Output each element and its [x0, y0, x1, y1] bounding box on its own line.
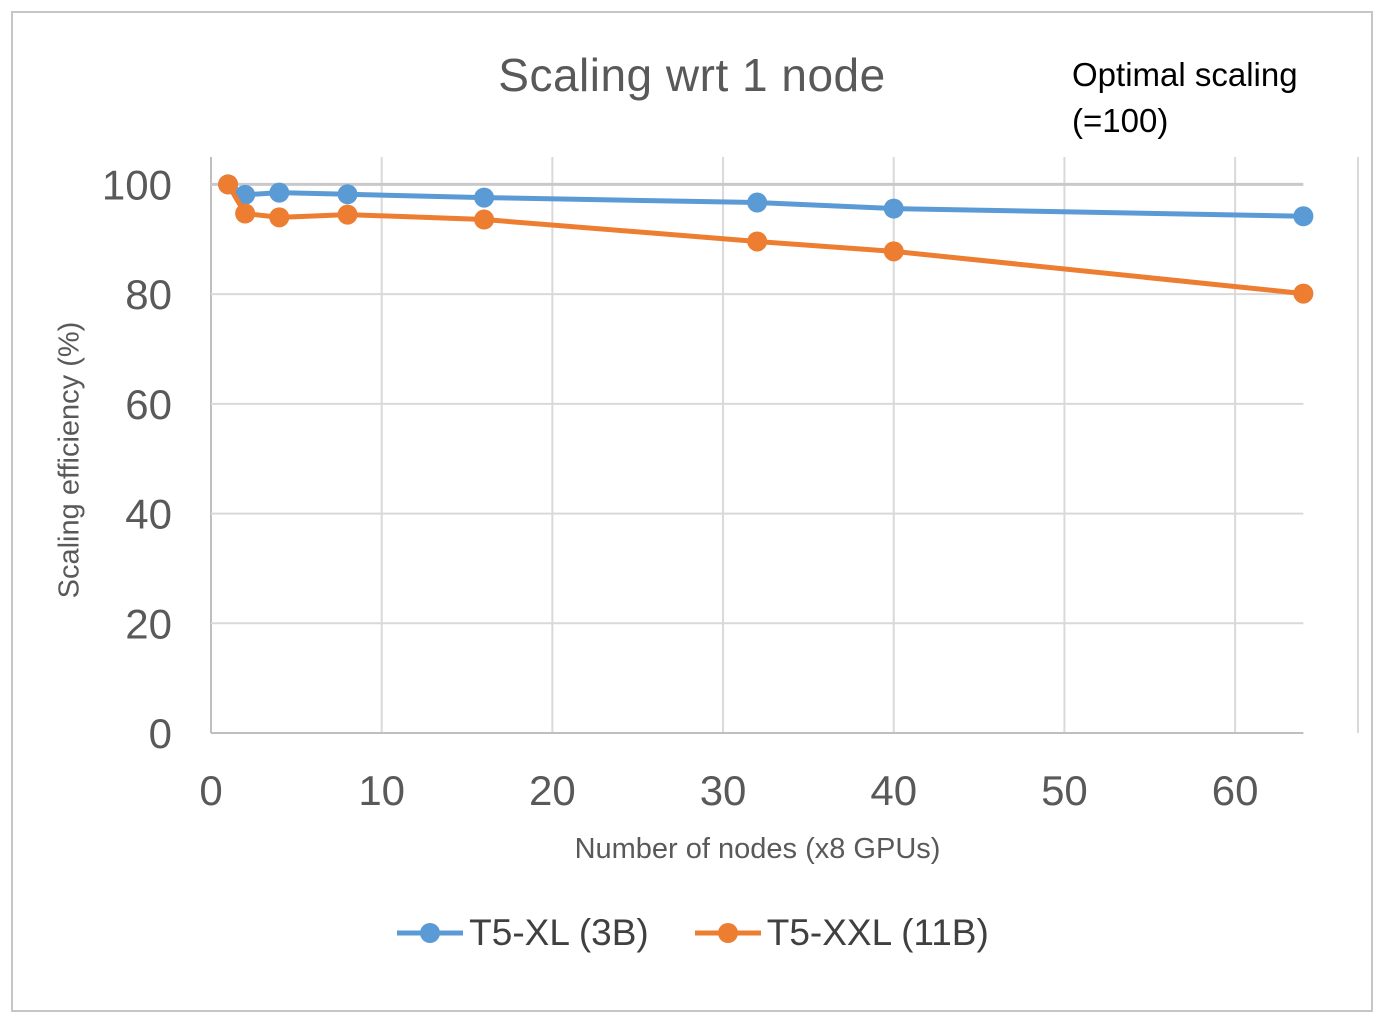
legend: T5-XL (3B) T5-XXL (11B) — [0, 912, 1384, 954]
y-axis-title: Scaling efficiency (%) — [53, 321, 86, 599]
data-point-t5-xl-3b — [747, 192, 768, 213]
y-tick-label: 0 — [149, 710, 172, 757]
data-point-t5-xl-3b — [235, 184, 256, 205]
x-axis-title: Number of nodes (x8 GPUs) — [574, 833, 941, 865]
y-tick-label: 60 — [125, 381, 172, 428]
x-tick-label: 60 — [1212, 767, 1259, 814]
legend-item-t5-xl-3b: T5-XL (3B) — [395, 912, 649, 954]
data-point-t5-xl-3b — [337, 184, 358, 205]
x-tick-label: 20 — [529, 767, 576, 814]
data-point-t5-xl-3b — [474, 187, 495, 208]
y-tick-label: 20 — [125, 600, 172, 647]
y-tick-label: 80 — [125, 271, 172, 318]
legend-label-t5-xxl-11b: T5-XXL (11B) — [766, 912, 989, 953]
data-point-t5-xl-3b — [1293, 206, 1314, 227]
data-point-t5-xxl-11b — [337, 204, 358, 225]
legend-item-t5-xxl-11b: T5-XXL (11B) — [693, 912, 989, 954]
data-point-t5-xl-3b — [883, 198, 904, 219]
t5-xl-line-marker-icon — [397, 923, 464, 943]
chart-title: Scaling wrt 1 node — [498, 49, 886, 101]
y-tick-label: 100 — [102, 161, 172, 208]
data-point-t5-xxl-11b — [218, 174, 239, 195]
data-point-t5-xxl-11b — [747, 231, 768, 252]
data-point-t5-xxl-11b — [269, 207, 290, 228]
x-tick-label: 10 — [358, 767, 405, 814]
data-point-t5-xxl-11b — [474, 209, 495, 230]
x-tick-label: 0 — [199, 767, 222, 814]
optimal-scaling-annotation: Optimal scaling (=100) — [1072, 56, 1298, 139]
data-point-t5-xxl-11b — [883, 241, 904, 262]
legend-marker-dot — [717, 923, 738, 943]
legend-marker-dot — [420, 923, 441, 943]
data-point-t5-xl-3b — [269, 182, 290, 203]
x-tick-label: 30 — [700, 767, 747, 814]
data-point-t5-xxl-11b — [1293, 283, 1314, 304]
data-point-t5-xxl-11b — [235, 203, 256, 224]
x-tick-label: 50 — [1041, 767, 1088, 814]
legend-label-t5-xl-3b: T5-XL (3B) — [469, 912, 649, 953]
t5-xxl-line-marker-icon — [694, 923, 761, 943]
x-tick-label: 40 — [870, 767, 917, 814]
y-tick-label: 40 — [125, 491, 172, 538]
